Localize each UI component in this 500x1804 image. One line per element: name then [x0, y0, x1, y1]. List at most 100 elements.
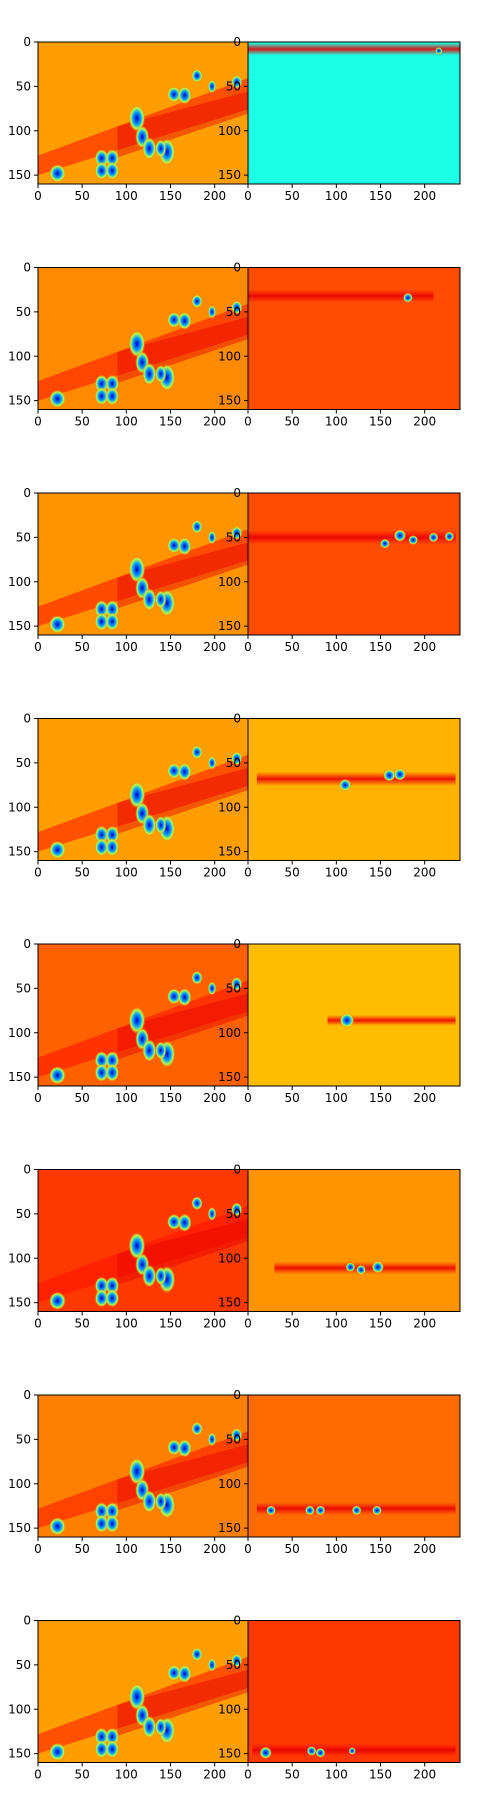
x-tick-label: 0 [244, 1768, 252, 1782]
y-tick-label: 150 [218, 619, 241, 633]
y-tick-label: 50 [226, 1207, 241, 1221]
heatmap-blob [166, 1664, 182, 1681]
x-tick-label: 50 [285, 866, 300, 880]
x-tick-label: 150 [369, 189, 392, 203]
heatmap-panel: 0 50 100 150 200 0 50 100 150 [8, 1163, 251, 1331]
y-tick-label: 50 [16, 1207, 31, 1221]
heatmap-blob [191, 519, 203, 534]
heatmap-blob [128, 780, 146, 809]
heatmap-blob [177, 988, 192, 1007]
heatmap-blob [48, 615, 66, 634]
panel-frame [247, 1620, 461, 1763]
y-tick-label: 50 [226, 305, 241, 319]
heatmap-blob [94, 837, 109, 857]
y-tick-label: 100 [8, 800, 31, 814]
heatmap-blob [94, 161, 109, 180]
x-tick-label: 100 [115, 189, 138, 203]
heatmap-blob [231, 977, 243, 991]
x-tick-label: 200 [413, 415, 436, 429]
x-tick-label: 50 [75, 640, 90, 654]
x-tick-label: 150 [159, 1091, 182, 1105]
panel-frame [247, 492, 461, 636]
x-tick-label: 50 [75, 1317, 90, 1331]
heatmap-blob [383, 769, 396, 782]
heatmap-blob [177, 537, 192, 556]
heatmap-blob [345, 1262, 356, 1273]
x-tick-label: 150 [159, 1317, 182, 1331]
heatmap-blob [402, 292, 413, 303]
y-tick-label: 150 [218, 1070, 241, 1084]
x-tick-label: 50 [75, 415, 90, 429]
heatmap-blob [231, 751, 243, 766]
x-tick-label: 50 [75, 189, 90, 203]
heatmap-blob [444, 531, 455, 542]
heatmap-blob [351, 1505, 362, 1516]
x-tick-label: 0 [34, 866, 42, 880]
y-tick-label: 150 [218, 168, 241, 182]
activation-band [256, 771, 456, 786]
x-tick-label: 100 [325, 1091, 348, 1105]
y-tick-label: 150 [8, 619, 31, 633]
y-tick-label: 100 [8, 1702, 31, 1716]
y-tick-label: 0 [233, 1614, 241, 1628]
x-tick-label: 100 [115, 1091, 138, 1105]
heatmap-blob [304, 1505, 315, 1516]
heatmap-blob [48, 389, 66, 409]
x-tick-label: 200 [413, 189, 436, 203]
y-tick-label: 150 [8, 1296, 31, 1310]
y-tick-label: 0 [23, 1614, 31, 1628]
heatmap-blob [266, 1505, 276, 1516]
x-tick-label: 100 [325, 1317, 348, 1331]
heatmap-blob [177, 86, 192, 105]
heatmap-blob [379, 538, 390, 549]
x-tick-label: 50 [75, 1542, 90, 1556]
y-tick-label: 100 [218, 1251, 241, 1265]
x-tick-label: 100 [115, 1542, 138, 1556]
heatmap-blob [191, 294, 203, 309]
y-tick-label: 150 [218, 1296, 241, 1310]
heatmap-blob [94, 1063, 109, 1082]
heatmap-blob [315, 1505, 326, 1516]
y-tick-label: 100 [218, 575, 241, 589]
x-tick-label: 150 [159, 415, 182, 429]
panel-frame [247, 267, 461, 410]
x-tick-label: 0 [244, 640, 252, 654]
heatmap-panel: 0 50 100 150 200 0 50 100 150 [8, 486, 251, 654]
x-tick-label: 200 [203, 1317, 226, 1331]
heatmap-blob [372, 1505, 382, 1516]
heatmap-blob [48, 840, 66, 860]
heatmap-blob [128, 555, 146, 584]
heatmap-blob [371, 1260, 385, 1274]
panel-frame [247, 718, 461, 861]
panel-frame [247, 1169, 461, 1312]
x-tick-label: 150 [159, 189, 182, 203]
x-tick-label: 50 [285, 415, 300, 429]
panel-background [248, 1620, 460, 1763]
x-tick-label: 100 [325, 640, 348, 654]
heatmap-blob [128, 329, 146, 358]
x-tick-label: 0 [34, 189, 42, 203]
heatmap-blob [105, 612, 120, 631]
y-tick-label: 0 [23, 35, 31, 49]
y-tick-label: 150 [8, 394, 31, 408]
heatmap-blob [166, 1439, 182, 1456]
y-tick-label: 0 [233, 1163, 241, 1177]
x-tick-label: 50 [285, 1542, 300, 1556]
x-tick-label: 100 [115, 866, 138, 880]
panel-background [248, 1169, 460, 1312]
y-tick-label: 0 [233, 261, 241, 275]
x-tick-label: 100 [115, 640, 138, 654]
x-tick-label: 150 [159, 1542, 182, 1556]
heatmap-panel: 0 50 100 150 200 0 50 100 150 [218, 1388, 461, 1556]
heatmap-panel: 0 50 100 150 200 0 50 100 150 [218, 712, 461, 880]
x-tick-label: 150 [159, 640, 182, 654]
x-tick-label: 0 [34, 1542, 42, 1556]
heatmap-blob [155, 1266, 167, 1286]
heatmap-blob [166, 1213, 182, 1230]
x-tick-label: 50 [285, 1317, 300, 1331]
x-tick-label: 0 [244, 189, 252, 203]
heatmap-panel: 0 50 100 150 200 0 50 100 150 [8, 937, 251, 1105]
x-tick-label: 200 [413, 640, 436, 654]
x-tick-label: 100 [115, 415, 138, 429]
x-tick-label: 0 [244, 415, 252, 429]
